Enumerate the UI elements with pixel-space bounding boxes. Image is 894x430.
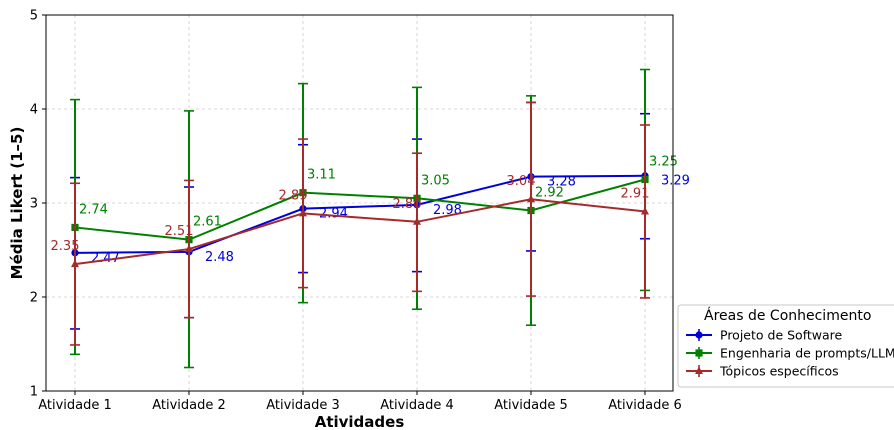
legend-label: Tópicos específicos xyxy=(719,364,839,379)
data-label: 3.28 xyxy=(547,175,576,190)
legend-entry: Engenharia de prompts/LLM xyxy=(686,346,894,361)
data-point-marker xyxy=(641,206,649,215)
data-label: 2.91 xyxy=(621,186,650,201)
data-point-marker xyxy=(185,244,193,253)
data-label: 2.94 xyxy=(319,207,348,222)
data-label: 2.48 xyxy=(205,250,234,265)
data-label: 2.89 xyxy=(279,188,308,203)
x-axis-title: Atividades xyxy=(315,413,405,430)
series-2: 2.35 2.51 2.89 2.80 3.04 2.91 xyxy=(51,101,650,346)
series-line xyxy=(74,198,646,266)
y-tick-label: 2 xyxy=(30,291,38,306)
y-tick-label: 1 xyxy=(30,385,38,400)
data-label: 2.92 xyxy=(535,186,564,201)
data-label: 3.25 xyxy=(649,155,678,170)
series-line xyxy=(74,178,646,241)
x-tick-label: Atividade 6 xyxy=(608,398,682,413)
data-label: 3.29 xyxy=(661,174,690,189)
y-tick-label: 3 xyxy=(30,197,38,212)
x-tick-label: Atividade 1 xyxy=(38,398,112,413)
data-point-marker xyxy=(695,366,703,374)
data-label: 3.04 xyxy=(507,174,536,189)
legend: Áreas de Conhecimento Projeto de Softwar… xyxy=(677,304,894,388)
data-label: 2.74 xyxy=(79,202,108,217)
y-axis-title: Média Likert (1–5) xyxy=(8,127,26,280)
legend-box xyxy=(677,304,894,388)
data-point-marker xyxy=(527,194,535,203)
legend-entry: Tópicos específicos xyxy=(686,364,839,379)
data-point-marker xyxy=(695,349,703,357)
data-label: 3.05 xyxy=(421,173,450,188)
x-tick-label: Atividade 5 xyxy=(494,398,568,413)
data-point-marker xyxy=(695,331,703,339)
data-point-marker xyxy=(413,217,421,225)
data-label: 2.61 xyxy=(193,215,222,230)
grid xyxy=(46,14,673,392)
data-point-marker xyxy=(71,259,79,268)
legend-label: Projeto de Software xyxy=(720,328,843,343)
data-label: 2.35 xyxy=(51,239,80,254)
data-point-marker xyxy=(299,208,307,217)
y-tick-label: 5 xyxy=(30,9,38,24)
series-group: 2.47 2.482.94 2.983.28 3.292.742.613.11 3.05… xyxy=(51,68,690,369)
legend-entry: Projeto de Software xyxy=(686,328,843,343)
x-tick-label: Atividade 3 xyxy=(266,398,340,413)
data-label: 2.47 xyxy=(91,251,120,266)
data-label: 2.80 xyxy=(393,197,422,212)
legend-title: Áreas de Conhecimento xyxy=(704,307,871,324)
data-label: 2.51 xyxy=(165,224,194,239)
x-tick-label: Atividade 4 xyxy=(380,398,454,413)
y-tick-label: 4 xyxy=(30,103,38,118)
axes: 1 2 3 4 5 Atividade 1 Atividade 2 Atividade 3 At… xyxy=(30,9,682,414)
legend-label: Engenharia de prompts/LLM xyxy=(720,346,894,361)
series-0: 2.47 2.482.94 2.983.28 3.29 xyxy=(70,101,690,330)
x-tick-label: Atividade 2 xyxy=(152,398,226,413)
data-label: 3.11 xyxy=(307,168,336,183)
